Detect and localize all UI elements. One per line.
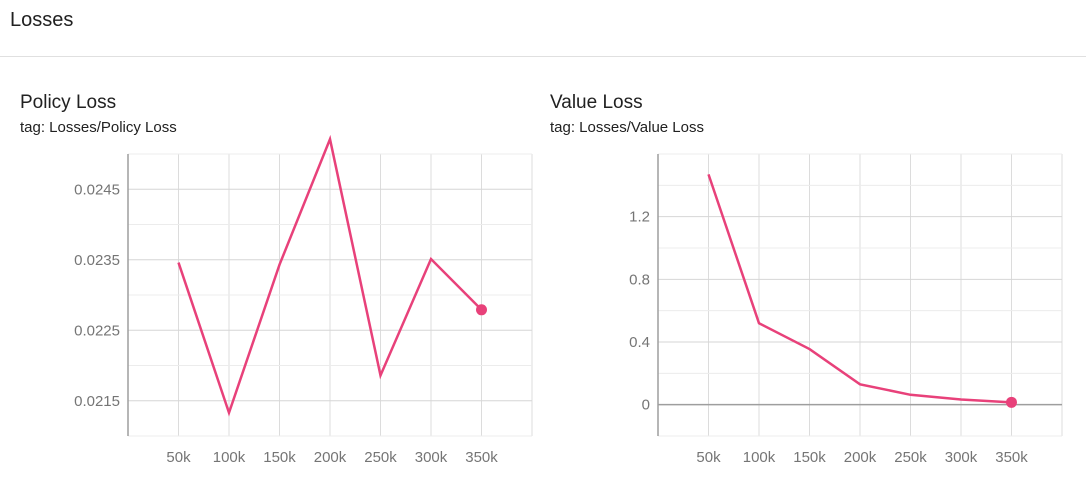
value-loss-title: Value Loss xyxy=(550,92,643,113)
policy-loss-data-point[interactable] xyxy=(476,304,487,316)
policy-loss-card: Policy Loss tag: Losses/Policy Loss 0.02… xyxy=(20,88,540,478)
policy-loss-x-tick-label: 50k xyxy=(166,449,191,466)
value-loss-x-tick-label: 100k xyxy=(743,449,776,466)
value-loss-y-tick-label: 1.2 xyxy=(629,209,650,226)
value-loss-x-tick-label: 50k xyxy=(696,449,721,466)
policy-loss-chart[interactable]: 0.0215 0.0225 0.0235 0.0245 50k 100k 150k 200k 2… xyxy=(20,88,540,478)
value-loss-tag: tag: Losses/Value Loss xyxy=(550,119,704,136)
value-loss-grid xyxy=(658,153,1063,437)
policy-loss-x-tick-label: 250k xyxy=(364,449,397,466)
value-loss-y-tick-label: 0 xyxy=(642,397,650,414)
policy-loss-y-tick-label: 0.0215 xyxy=(74,393,120,410)
policy-loss-y-tick-label: 0.0225 xyxy=(74,322,120,339)
value-loss-y-tick-label: 0.8 xyxy=(629,271,650,288)
value-loss-x-tick-label: 250k xyxy=(894,449,927,466)
value-loss-series-line xyxy=(707,173,1012,404)
value-loss-x-tick-label: 350k xyxy=(995,449,1028,466)
value-loss-card: Value Loss tag: Losses/Value Loss 0 0.4 0.… xyxy=(550,88,1070,478)
section-header: Losses xyxy=(0,0,1086,57)
policy-loss-y-tick-label: 0.0245 xyxy=(74,181,120,198)
policy-loss-x-tick-label: 100k xyxy=(213,449,246,466)
value-loss-chart[interactable]: 0 0.4 0.8 1.2 50k 100k 150k 200k 250k 300k 350k xyxy=(550,88,1070,478)
value-loss-y-tick-label: 0.4 xyxy=(629,334,650,351)
value-loss-x-tick-label: 200k xyxy=(844,449,877,466)
policy-loss-x-tick-label: 350k xyxy=(465,449,498,466)
value-loss-x-tick-label: 150k xyxy=(793,449,826,466)
policy-loss-y-tick-label: 0.0235 xyxy=(74,252,120,269)
policy-loss-x-tick-label: 200k xyxy=(314,449,347,466)
policy-loss-x-tick-label: 300k xyxy=(415,449,448,466)
policy-loss-tag: tag: Losses/Policy Loss xyxy=(20,119,177,136)
policy-loss-series-line xyxy=(177,134,483,417)
policy-loss-x-tick-label: 150k xyxy=(263,449,296,466)
policy-loss-title: Policy Loss xyxy=(20,92,117,113)
value-loss-data-point[interactable] xyxy=(1006,396,1017,408)
value-loss-x-tick-label: 300k xyxy=(945,449,978,466)
policy-loss-grid xyxy=(128,153,533,437)
section-title: Losses xyxy=(10,9,74,31)
